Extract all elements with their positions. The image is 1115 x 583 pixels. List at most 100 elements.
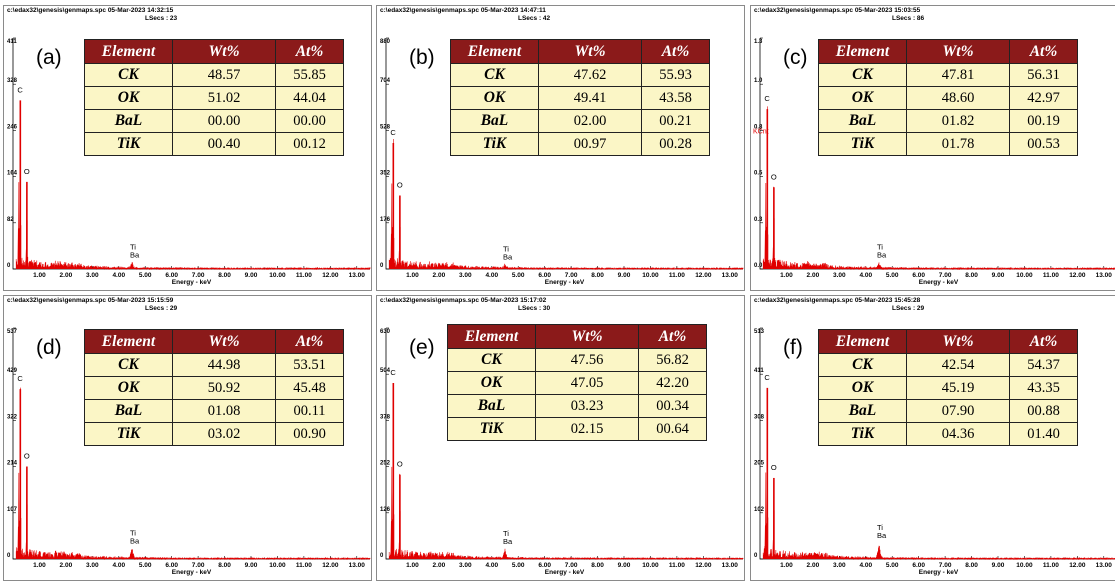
table-header-cell: Element xyxy=(447,324,536,349)
x-tick-label: 1.00 xyxy=(780,562,793,569)
atomic-percent-cell: 00.53 xyxy=(1009,132,1078,156)
acquisition-date: 05-Mar-2023 15:45:28 xyxy=(854,297,921,304)
x-tick-label: 6.00 xyxy=(538,562,551,569)
file-path: c:\edax32\genesis\genmaps.spc xyxy=(7,297,106,304)
live-seconds: LSecs : 29 xyxy=(145,304,178,312)
y-tick-label: 504 xyxy=(380,368,391,374)
weight-percent-cell: 44.98 xyxy=(172,353,276,377)
table-row: OK 45.19 43.35 xyxy=(818,376,1078,400)
table-row: OK 48.60 42.97 xyxy=(818,86,1078,110)
element-cell: CK xyxy=(818,63,907,87)
element-cell: TiK xyxy=(84,422,173,446)
x-tick-label: 5.00 xyxy=(512,562,525,569)
table-header-row: Element Wt% At% xyxy=(450,39,710,64)
atomic-percent-cell: 54.37 xyxy=(1009,353,1078,377)
y-tick-label: 328 xyxy=(7,78,18,84)
x-tick-label: 2.00 xyxy=(433,272,446,279)
spectrum-plot: 0 176 352 528 704 880 1.00 2.00 3.00 4.00 5.00 6.00… xyxy=(380,37,744,286)
x-axis-label: Energy - keV xyxy=(172,569,212,576)
file-path: c:\edax32\genesis\genmaps.spc xyxy=(7,7,106,14)
x-tick-label: 5.00 xyxy=(886,272,899,279)
element-cell: BaL xyxy=(818,109,907,133)
y-tick-label: 1.0 xyxy=(754,78,763,84)
y-tick-label: 164 xyxy=(7,171,18,177)
y-tick-label: 0 xyxy=(754,553,758,559)
x-tick-label: 13.00 xyxy=(1096,272,1113,279)
x-tick-label: 4.00 xyxy=(112,272,125,279)
table-row: BaL 07.90 00.88 xyxy=(818,399,1078,423)
x-tick-label: 9.00 xyxy=(618,562,631,569)
x-tick-label: 7.00 xyxy=(939,272,952,279)
panel-label: (f) xyxy=(783,336,803,359)
y-axis-label: KCnt xyxy=(753,128,769,135)
table-row: OK 51.02 44.04 xyxy=(84,86,344,110)
y-tick-label: 0.0 xyxy=(754,263,763,269)
element-cell: OK xyxy=(818,86,907,110)
panel-header: c:\edax32\genesis\genmaps.spc 05-Mar-202… xyxy=(7,7,177,22)
spectrum-plot: 0 126 252 378 504 630 1.00 2.00 3.00 4.00 5.00 6.00… xyxy=(380,327,744,576)
x-tick-label: 5.00 xyxy=(512,272,525,279)
x-tick-label: 3.00 xyxy=(833,562,846,569)
table-header-cell: Element xyxy=(84,329,173,354)
element-cell: CK xyxy=(447,348,536,372)
peak-label: Ti xyxy=(130,529,136,538)
spectrum-trace xyxy=(388,384,744,561)
weight-percent-cell: 48.60 xyxy=(906,86,1010,110)
spectrum-panel-3: c:\edax32\genesis\genmaps.spc 05-Mar-202… xyxy=(3,295,372,581)
peak-label: C xyxy=(390,368,396,377)
spectrum-plot: 0 82 164 246 328 411 1.00 2.00 3.00 4.00 5.00 6.00 7… xyxy=(7,37,371,286)
peak-label: O xyxy=(397,460,403,469)
x-tick-label: 9.00 xyxy=(245,272,258,279)
spectrum-panel-5: c:\edax32\genesis\genmaps.spc 05-Mar-202… xyxy=(750,295,1115,581)
x-tick-label: 6.00 xyxy=(912,562,925,569)
element-cell: BaL xyxy=(450,109,539,133)
atomic-percent-cell: 53.51 xyxy=(275,353,344,377)
peak-label: Ba xyxy=(877,531,887,540)
x-tick-label: 13.00 xyxy=(722,562,739,569)
table-header-cell: Element xyxy=(84,39,173,64)
x-tick-label: 8.00 xyxy=(218,272,231,279)
x-tick-label: 9.00 xyxy=(992,272,1005,279)
spectrum-plot: 0.0 0.3 0.5 0.8 1.0 1.3 1.00 2.00 3.00 4.00 5.00 6.… xyxy=(753,37,1115,286)
element-cell: BaL xyxy=(84,109,173,133)
x-tick-label: 4.00 xyxy=(859,272,872,279)
element-cell: TiK xyxy=(818,422,907,446)
element-cell: TiK xyxy=(84,132,173,156)
element-cell: OK xyxy=(450,86,539,110)
y-tick-label: 0 xyxy=(7,553,11,559)
x-axis-label: Energy - keV xyxy=(919,569,959,576)
element-cell: OK xyxy=(818,376,907,400)
x-tick-label: 8.00 xyxy=(218,562,231,569)
spectrum-trace xyxy=(762,388,1115,561)
x-tick-label: 10.00 xyxy=(269,562,286,569)
table-row: CK 48.57 55.85 xyxy=(84,63,344,87)
weight-percent-cell: 02.00 xyxy=(538,109,642,133)
x-tick-label: 1.00 xyxy=(406,272,419,279)
atomic-percent-cell: 42.20 xyxy=(638,371,707,395)
table-header-row: Element Wt% At% xyxy=(84,39,344,64)
y-tick-label: 176 xyxy=(380,217,391,223)
x-tick-label: 2.00 xyxy=(60,562,73,569)
x-tick-label: 11.00 xyxy=(1043,272,1059,279)
table-row: TiK 00.97 00.28 xyxy=(450,132,710,156)
peak-label: Ba xyxy=(503,252,513,261)
file-path: c:\edax32\genesis\genmaps.spc xyxy=(380,7,479,14)
composition-table: Element Wt% At% CK 47.56 56.82 OK 47.05 42.20 BaL… xyxy=(447,324,707,441)
y-tick-label: 0.3 xyxy=(754,217,763,223)
x-tick-label: 9.00 xyxy=(245,562,258,569)
y-tick-label: 378 xyxy=(380,414,391,420)
x-tick-label: 4.00 xyxy=(485,272,498,279)
x-tick-label: 1.00 xyxy=(780,272,793,279)
spectrum-panel-0: c:\edax32\genesis\genmaps.spc 05-Mar-202… xyxy=(3,5,372,291)
peak-label: O xyxy=(397,181,403,190)
x-tick-label: 12.00 xyxy=(322,272,339,279)
composition-table: Element Wt% At% CK 48.57 55.85 OK 51.02 44.04 BaL… xyxy=(84,39,344,156)
file-path: c:\edax32\genesis\genmaps.spc xyxy=(380,297,479,304)
atomic-percent-cell: 00.88 xyxy=(1009,399,1078,423)
atomic-percent-cell: 43.58 xyxy=(641,86,710,110)
table-header-cell: Wt% xyxy=(172,39,276,64)
x-tick-label: 8.00 xyxy=(965,272,978,279)
y-tick-label: 411 xyxy=(754,368,764,374)
y-tick-label: 513 xyxy=(754,329,765,335)
table-row: TiK 00.40 00.12 xyxy=(84,132,344,156)
